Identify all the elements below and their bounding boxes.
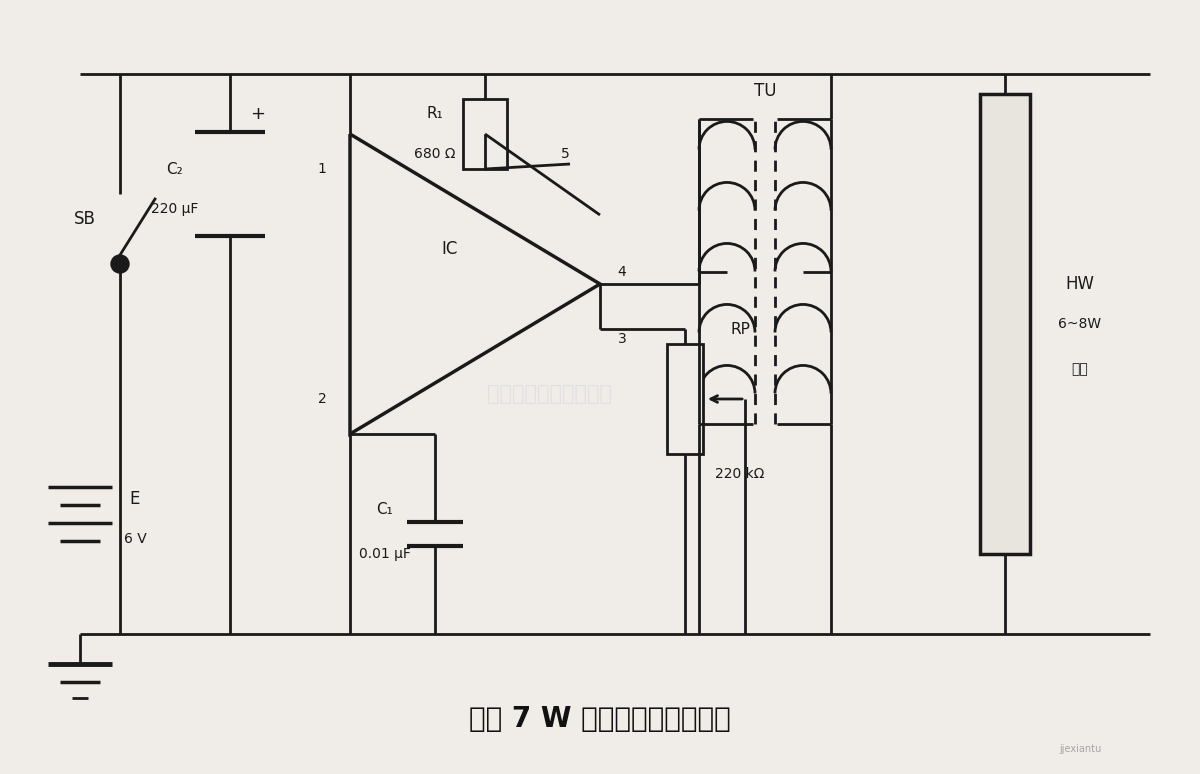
- Text: 220 kΩ: 220 kΩ: [715, 467, 764, 481]
- Text: 2: 2: [318, 392, 326, 406]
- Text: 3: 3: [618, 332, 626, 346]
- Text: R₁: R₁: [427, 107, 443, 122]
- Text: TU: TU: [754, 82, 776, 100]
- Text: RP: RP: [730, 321, 750, 337]
- Text: SB: SB: [74, 210, 96, 228]
- Text: 0.01 μF: 0.01 μF: [359, 547, 410, 561]
- Bar: [980, 94, 1030, 554]
- Text: 220 μF: 220 μF: [151, 202, 199, 216]
- Text: 6 V: 6 V: [124, 532, 146, 546]
- Text: E: E: [130, 490, 140, 508]
- Text: 6~8W: 6~8W: [1058, 317, 1102, 331]
- Text: 5: 5: [560, 147, 569, 161]
- Text: +: +: [251, 105, 265, 123]
- Text: 4: 4: [618, 265, 626, 279]
- Text: 680 Ω: 680 Ω: [414, 147, 456, 161]
- Text: 1: 1: [318, 162, 326, 176]
- Text: HW: HW: [1066, 275, 1094, 293]
- Text: jjexiantu: jjexiantu: [1058, 744, 1102, 754]
- Text: C₂: C₂: [167, 162, 184, 176]
- Bar: [667, 344, 703, 454]
- Text: C₁: C₁: [377, 502, 394, 516]
- Text: IC: IC: [442, 240, 458, 258]
- Text: 简单 7 W 直流日光灯电路原理: 简单 7 W 直流日光灯电路原理: [469, 705, 731, 733]
- Circle shape: [112, 255, 130, 273]
- Bar: [463, 99, 508, 169]
- Text: 灯管: 灯管: [1072, 362, 1088, 376]
- Text: 杭州将睿科技有限公司: 杭州将睿科技有限公司: [487, 384, 612, 404]
